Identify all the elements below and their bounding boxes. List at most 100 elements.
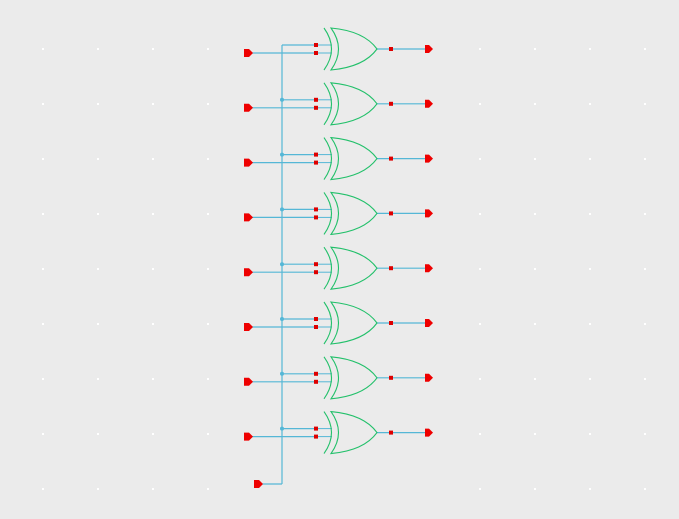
grid-dot [644, 103, 646, 105]
grid-dot [207, 433, 209, 435]
output-port[interactable] [425, 319, 433, 327]
xor-gate[interactable] [329, 191, 378, 236]
input-port[interactable] [244, 323, 253, 331]
grid-dot [97, 48, 99, 50]
output-port[interactable] [425, 264, 433, 273]
gate-input-pin [314, 426, 318, 431]
grid-dot [42, 323, 44, 325]
grid-dot [644, 158, 646, 160]
input-port[interactable] [244, 103, 253, 112]
gate-output-pin [389, 321, 393, 325]
input-port[interactable] [244, 158, 253, 167]
xor-gate[interactable] [329, 410, 378, 455]
junction-dot [280, 426, 284, 431]
junction-dot [280, 317, 284, 321]
xor-gate[interactable] [329, 301, 378, 345]
gate-input-pin [314, 317, 318, 321]
xor-gate[interactable] [329, 356, 378, 400]
xor-gate[interactable] [329, 27, 378, 71]
grid-dot [644, 323, 646, 325]
input-port[interactable] [244, 213, 253, 222]
gate-input-pin [314, 51, 318, 55]
grid-dot [152, 268, 154, 270]
grid-dot [644, 488, 646, 490]
grid-dot [152, 48, 154, 50]
gate-input-pin [314, 379, 318, 384]
xor-gate[interactable] [329, 82, 378, 126]
grid-dot [644, 213, 646, 215]
xor-gates [323, 27, 378, 455]
xor-gate-input-arc [323, 246, 333, 290]
grid-dot [589, 48, 591, 50]
grid-dot [479, 103, 481, 105]
grid-dot [42, 378, 44, 380]
input-port[interactable] [244, 268, 253, 277]
output-port[interactable] [425, 45, 433, 53]
junction-dot [280, 262, 284, 267]
output-port[interactable] [425, 154, 433, 163]
grid-dot [42, 268, 44, 270]
grid-dot [479, 268, 481, 270]
grid-dot [534, 488, 536, 490]
grid-dot [534, 323, 536, 325]
grid-dot [534, 213, 536, 215]
grid-dots [42, 48, 646, 490]
input-port[interactable] [244, 377, 253, 386]
grid-dot [42, 103, 44, 105]
junction-dot [280, 371, 284, 376]
gate-input-pin [314, 152, 318, 157]
grid-dot [97, 488, 99, 490]
xor-gate[interactable] [329, 136, 378, 181]
ports [244, 45, 433, 488]
grid-dot [534, 48, 536, 50]
gate-input-pin [314, 434, 318, 439]
gate-output-pin [389, 430, 393, 435]
xor-gate[interactable] [329, 246, 378, 290]
input-port-shared[interactable] [254, 480, 263, 488]
grid-dot [207, 103, 209, 105]
grid-dot [97, 103, 99, 105]
grid-dot [479, 378, 481, 380]
grid-dot [534, 268, 536, 270]
grid-dot [42, 433, 44, 435]
grid-dot [207, 268, 209, 270]
grid-dot [152, 158, 154, 160]
grid-dot [644, 268, 646, 270]
grid-dot [644, 433, 646, 435]
gate-input-pin [314, 160, 318, 165]
grid-dot [42, 488, 44, 490]
grid-dot [534, 158, 536, 160]
grid-dot [97, 268, 99, 270]
grid-dot [644, 378, 646, 380]
output-port[interactable] [425, 209, 433, 218]
grid-dot [152, 103, 154, 105]
gate-input-pin [314, 262, 318, 267]
xor-gate-input-arc [323, 192, 333, 235]
xor-gate-input-arc [323, 356, 333, 400]
grid-dot [97, 213, 99, 215]
grid-dot [42, 213, 44, 215]
junction-dot [280, 97, 284, 102]
grid-dot [207, 378, 209, 380]
grid-dot [534, 433, 536, 435]
gate-input-pin [314, 215, 318, 220]
grid-dot [207, 213, 209, 215]
gate-input-pin [314, 105, 318, 110]
grid-dot [42, 158, 44, 160]
grid-dot [589, 103, 591, 105]
junction-dot [280, 207, 284, 212]
output-port[interactable] [425, 428, 433, 437]
output-port[interactable] [425, 99, 433, 108]
grid-dot [97, 158, 99, 160]
output-port[interactable] [425, 373, 433, 382]
grid-dot [589, 158, 591, 160]
gate-input-pin [314, 207, 318, 212]
xor-gate-input-arc [323, 27, 333, 71]
input-port[interactable] [244, 49, 253, 57]
grid-dot [479, 48, 481, 50]
grid-dot [207, 488, 209, 490]
input-port[interactable] [244, 432, 253, 441]
gate-output-pin [389, 47, 393, 51]
grid-dot [207, 48, 209, 50]
